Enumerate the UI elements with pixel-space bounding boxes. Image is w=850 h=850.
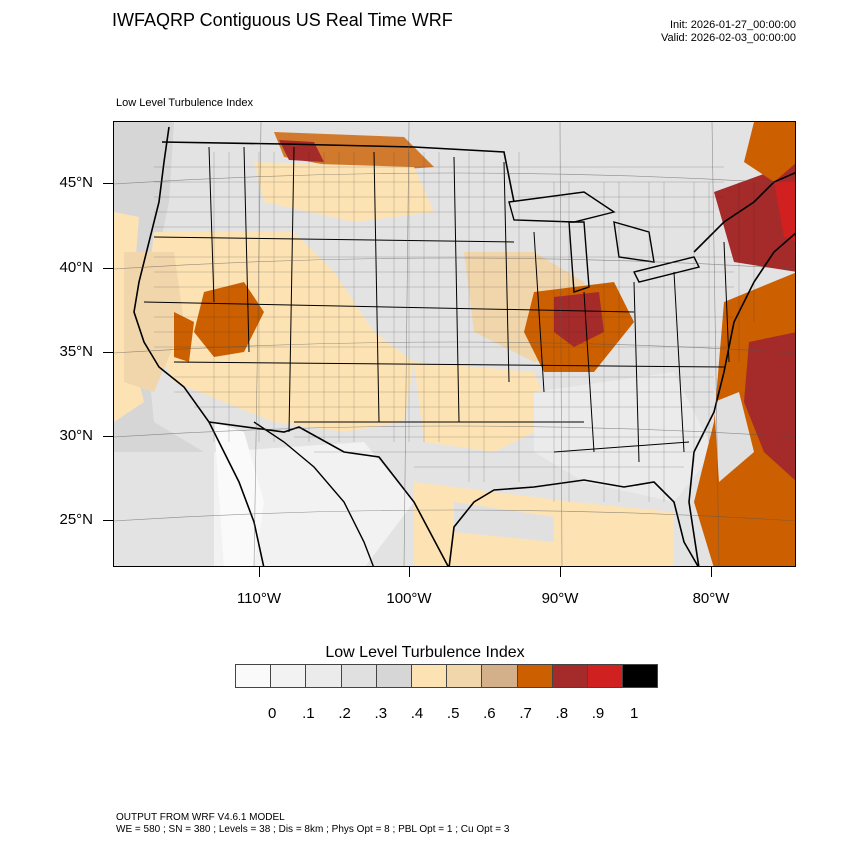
coastline-west: [133, 126, 265, 566]
field-newengland-red: [714, 162, 795, 272]
lon-label: 110°W: [236, 590, 282, 607]
colorbar-title: Low Level Turbulence Index: [325, 644, 525, 661]
lake-superior: [508, 191, 616, 223]
county-lines: [154, 152, 755, 502]
colorbar-label: 1: [630, 705, 639, 722]
graticule: [114, 122, 795, 566]
colorbar-label: .5: [446, 705, 460, 722]
field-northeast-orange: [744, 122, 795, 182]
map-svg: [114, 122, 795, 566]
field-canada-red: [279, 140, 324, 162]
field-mexico-light: [214, 442, 414, 566]
colorbar-box: [516, 664, 553, 688]
lat-label: 25°N: [59, 511, 93, 528]
colorbar-box: [375, 664, 412, 688]
field-gulf-grey: [454, 502, 554, 542]
border-us-canada: [161, 141, 515, 203]
lon-tick: [560, 567, 561, 577]
colorbar: [235, 664, 659, 688]
lake-erie: [632, 256, 701, 283]
footer: OUTPUT FROM WRF V4.6.1 MODEL WE = 580 ; …: [116, 812, 509, 836]
lon-tick: [711, 567, 712, 577]
field-sierra-orange: [174, 312, 194, 362]
coastline-east: [688, 232, 795, 566]
lat-tick: [103, 183, 113, 184]
field-north-tan: [254, 162, 434, 222]
lat-label: 45°N: [59, 174, 93, 191]
colorbar-box: [446, 664, 483, 688]
lon-tick: [409, 567, 410, 577]
coastline-gulf: [448, 479, 699, 566]
lon-tick: [259, 567, 260, 577]
coastline-gulf-california: [253, 421, 374, 566]
run-times: Init: 2026-01-27_00:00:00 Valid: 2026-02…: [661, 19, 796, 45]
field-subtitle: Low Level Turbulence Index: [116, 97, 253, 109]
lat-tick: [103, 352, 113, 353]
map-panel[interactable]: [113, 121, 796, 567]
init-time: Init: 2026-01-27_00:00:00: [670, 19, 796, 31]
colorbar-box: [305, 664, 342, 688]
colorbar-label: .6: [483, 705, 496, 722]
lon-label: 80°W: [692, 590, 730, 607]
lon-label: 90°W: [541, 590, 579, 607]
colorbar-box: [340, 664, 377, 688]
field-maine-bright-red: [774, 182, 795, 242]
colorbar-label: .9: [591, 705, 605, 722]
colorbar-box: [410, 664, 448, 688]
lat-label: 35°N: [59, 343, 93, 360]
lat-tick: [103, 268, 113, 269]
valid-time: Valid: 2026-02-03_00:00:00: [661, 32, 796, 44]
lat-label: 40°N: [59, 259, 93, 276]
field-atlantic-grey: [714, 392, 754, 482]
field-ohio-red: [554, 292, 604, 347]
colorbar-label: .2: [338, 705, 351, 722]
field-atlantic-red: [744, 332, 795, 481]
lon-label: 100°W: [386, 590, 432, 607]
colorbar-label: .4: [410, 705, 424, 722]
colorbar-box: [622, 664, 659, 688]
lat-tick: [103, 436, 113, 437]
colorbar-label: 0: [268, 705, 277, 722]
colorbar-box: [481, 664, 518, 688]
colorbar-label: .1: [302, 705, 315, 722]
colorbar-box: [586, 664, 624, 688]
colorbar-label: .3: [374, 705, 388, 722]
colorbar-box: [270, 664, 307, 688]
footer-model: OUTPUT FROM WRF V4.6.1 MODEL: [116, 812, 285, 823]
lat-tick: [103, 520, 113, 521]
colorbar-label: .7: [519, 705, 532, 722]
lat-label: 30°N: [59, 427, 93, 444]
map-title: IWFAQRP Contiguous US Real Time WRF: [112, 10, 453, 30]
footer-config: WE = 580 ; SN = 380 ; Levels = 38 ; Dis …: [116, 824, 510, 835]
colorbar-box: [551, 664, 588, 688]
colorbar-label: .8: [555, 705, 569, 722]
colorbar-box: [235, 664, 272, 688]
